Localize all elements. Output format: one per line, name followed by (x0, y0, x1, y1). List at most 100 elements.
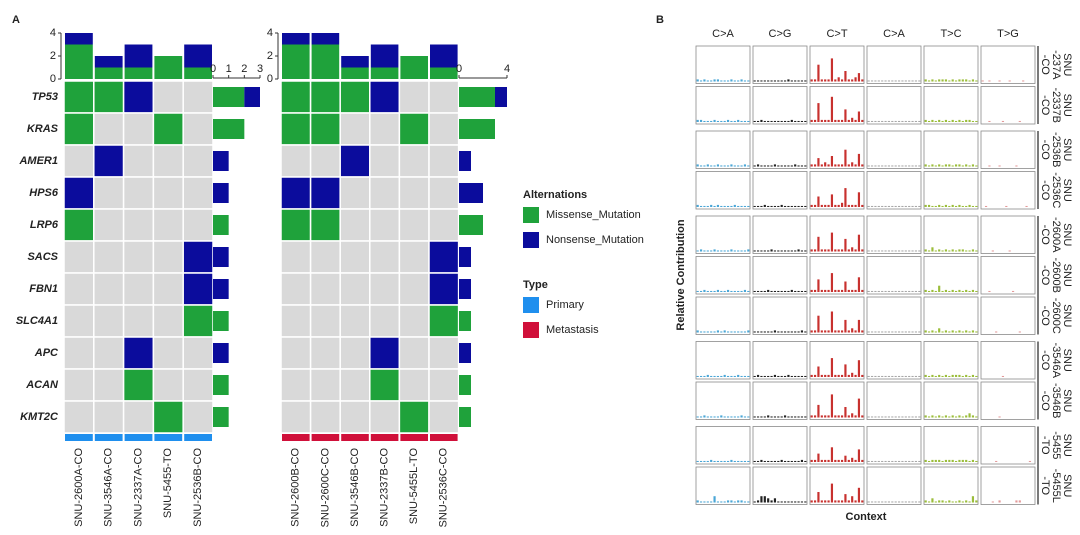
context-bar (787, 205, 790, 207)
column-header: T>G (997, 28, 1019, 40)
x-tick-label: 0 (456, 63, 462, 75)
context-bar (716, 375, 720, 377)
context-bar (854, 119, 857, 122)
context-bar (743, 164, 747, 167)
context-bar (934, 290, 937, 292)
context-bar (954, 331, 958, 333)
context-bar (810, 289, 813, 292)
context-bar (726, 500, 730, 503)
facet-frame (866, 215, 922, 254)
context-bar (804, 165, 807, 167)
cell (428, 208, 460, 242)
context-bar (854, 330, 857, 333)
facet-frame (866, 130, 922, 169)
context-bar (780, 375, 783, 377)
context-bar (824, 79, 827, 82)
facet-frame (980, 45, 1036, 84)
context-bar (911, 165, 914, 167)
context-bar (730, 375, 733, 377)
cell (93, 176, 125, 210)
context-bar (954, 501, 958, 503)
cell (63, 112, 95, 146)
context-bar (777, 250, 780, 252)
context-bar (794, 120, 797, 122)
row-label: SNU-2600B-CO (1039, 258, 1073, 293)
context-bar (851, 328, 854, 333)
context-bar (820, 119, 823, 122)
facet-frame (980, 381, 1036, 420)
context-bar (800, 375, 804, 377)
cell (93, 336, 125, 370)
row-label-line: -TO (1039, 476, 1051, 495)
context-bar (918, 250, 921, 252)
context-bar (975, 375, 978, 377)
context-bar (951, 165, 954, 167)
context-bar (857, 449, 861, 462)
context-bar (760, 205, 763, 207)
context-bar (897, 290, 901, 292)
context-bar (710, 120, 713, 122)
context-bar (961, 501, 964, 503)
count-bar (124, 44, 153, 68)
row-label-line: -237A (1050, 50, 1062, 80)
context-bar (720, 375, 723, 377)
y-tick-label: 4 (267, 27, 273, 39)
context-bar (827, 415, 830, 418)
context-bar (951, 415, 954, 418)
context-bar (730, 164, 733, 167)
legend-swatch (523, 232, 539, 248)
gene-bar (213, 183, 229, 203)
context-bar (844, 319, 847, 333)
context-bar (827, 374, 830, 377)
context-bar (767, 250, 770, 252)
context-bar (931, 164, 934, 167)
row-label-line: -3546B (1050, 383, 1062, 418)
context-bar (861, 249, 864, 252)
context-bar (954, 205, 958, 207)
context-bar (699, 165, 703, 167)
context-bar (726, 289, 730, 292)
context-bar (837, 204, 840, 207)
context-bar (958, 204, 961, 207)
context-bar (773, 460, 777, 462)
cell (93, 80, 125, 114)
context-bar (948, 459, 951, 462)
context-bar (904, 501, 907, 503)
context-bar (740, 205, 743, 207)
context-bar (867, 501, 870, 503)
context-bar (770, 416, 773, 418)
context-bar (971, 205, 975, 207)
facet-frame (695, 86, 751, 125)
context-bar (703, 375, 706, 377)
row-label: SNU-2600A-CO (1039, 217, 1073, 253)
context-bar (770, 165, 773, 167)
context-bar (951, 330, 954, 333)
facet-frame (752, 86, 808, 125)
context-bar (904, 165, 907, 167)
context-bar (881, 165, 884, 167)
context-bar (824, 374, 827, 377)
context-bar (834, 204, 837, 207)
context-bar (1028, 460, 1032, 462)
context-bar (958, 330, 961, 333)
context-bar (813, 459, 817, 462)
context-bar (891, 250, 894, 252)
context-bar (699, 249, 703, 252)
context-bar (703, 205, 706, 207)
context-bar (810, 415, 813, 418)
context-bar (824, 289, 827, 292)
context-bar (790, 460, 793, 462)
context-bar (817, 158, 820, 167)
context-bar (733, 120, 736, 122)
context-bar (723, 374, 726, 377)
context-bar (837, 459, 840, 462)
context-bar (760, 375, 763, 377)
context-bar (941, 250, 944, 252)
row-label-line: -2600C (1050, 298, 1062, 334)
context-bar (827, 330, 830, 333)
context-bar (730, 205, 733, 207)
context-bar (867, 120, 870, 122)
context-bar (787, 290, 790, 292)
context-bar (783, 205, 787, 207)
context-bar (995, 331, 998, 333)
